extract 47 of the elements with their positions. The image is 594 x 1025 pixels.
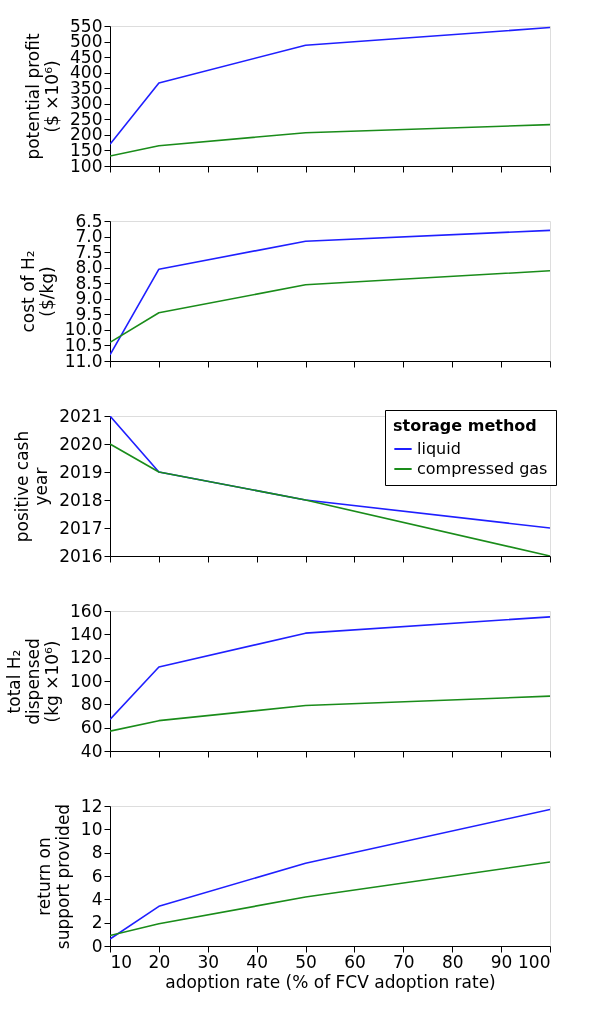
x-tick-label: 40 xyxy=(246,951,268,972)
x-tick-label: 60 xyxy=(344,951,366,972)
x-tick-label: 70 xyxy=(393,951,415,972)
y-tick-label: 6 xyxy=(91,865,103,886)
y-tick-label: 100 xyxy=(70,670,103,691)
x-tick-label: 30 xyxy=(197,951,220,972)
legend-label: liquid xyxy=(417,439,461,458)
x-tick-label: 100 xyxy=(518,951,551,972)
y-tick-label: 2021 xyxy=(59,405,103,426)
y-tick-label: 10 xyxy=(80,818,103,839)
y-tick-label: 80 xyxy=(80,693,103,714)
y-tick-label: 2016 xyxy=(59,545,103,566)
y-tick-label: 2 xyxy=(91,912,103,933)
y-tick-label: 160 xyxy=(70,600,103,621)
x-tick-label: 20 xyxy=(148,951,171,972)
y-tick-label: 8 xyxy=(91,842,103,863)
y-tick-label: 120 xyxy=(70,647,103,668)
line-series xyxy=(110,695,550,732)
line-series xyxy=(110,269,550,344)
y-axis-title: total H₂ dispensed (kg ×10⁶) xyxy=(4,638,63,725)
line-series xyxy=(110,229,550,356)
y-tick-label: 60 xyxy=(80,717,103,738)
y-axis-title: positive cash year xyxy=(12,430,52,543)
y-tick-label: 4 xyxy=(91,888,103,909)
y-tick-label: 140 xyxy=(70,623,103,644)
x-axis-title: adoption rate (% of FCV adoption rate) xyxy=(165,971,496,992)
y-tick-label: 40 xyxy=(80,740,103,761)
y-tick-label: 0 xyxy=(91,935,103,956)
x-tick-label: 80 xyxy=(441,951,464,972)
y-tick-label: 2020 xyxy=(59,433,103,454)
line-series xyxy=(110,808,550,940)
legend-label: compressed gas xyxy=(417,459,548,478)
line-series xyxy=(110,616,550,721)
x-tick-label: 10 xyxy=(110,951,133,972)
line-series xyxy=(110,861,550,937)
y-tick-label: 2019 xyxy=(59,461,103,482)
x-tick-label: 50 xyxy=(295,951,317,972)
y-tick-label: 2018 xyxy=(59,489,103,510)
line-series xyxy=(110,123,550,157)
y-axis-title: return on support provided xyxy=(33,803,73,950)
legend-title: storage method xyxy=(393,416,537,435)
y-tick-label: 2017 xyxy=(59,517,103,538)
x-tick-label: 90 xyxy=(490,951,513,972)
y-axis-title: cost of H₂ ($/kg) xyxy=(17,250,57,333)
line-series xyxy=(110,26,550,146)
y-tick-label: 12 xyxy=(80,795,103,816)
y-axis-title: potential profit ($ ×10⁶) xyxy=(23,33,63,160)
